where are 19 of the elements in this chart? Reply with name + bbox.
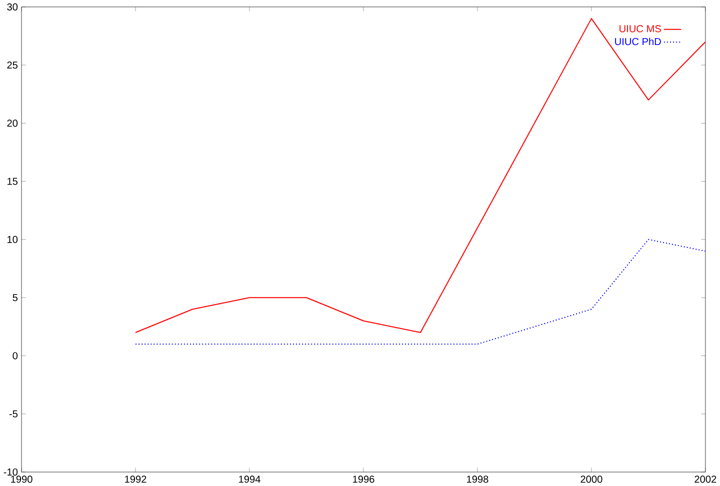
x-tick-label: 1990 (11, 476, 32, 483)
y-tick-label: -10 (4, 468, 18, 476)
x-tick-label: 2000 (580, 476, 602, 483)
line-series (134, 18, 706, 333)
x-tick-label: 1998 (467, 476, 488, 483)
y-tick-label: 30 (7, 3, 18, 10)
y-tick-label: 10 (8, 236, 18, 244)
y-tick-label: 15 (8, 178, 18, 185)
y-tick-label: 0 (12, 352, 18, 360)
y-tick-label: 25 (7, 61, 18, 69)
x-tick-label: 1992 (125, 476, 146, 483)
x-tick-label: 1996 (353, 476, 374, 483)
legend-label: UIUC PhD (615, 38, 661, 46)
legend-label: UIUC MS (620, 25, 661, 32)
y-tick-label: 20 (7, 120, 18, 127)
x-tick-label: 1994 (239, 476, 260, 483)
y-tick-label: 5 (12, 294, 18, 302)
x-tick-label: 2002 (694, 476, 716, 483)
y-tick-label: -5 (9, 410, 18, 418)
